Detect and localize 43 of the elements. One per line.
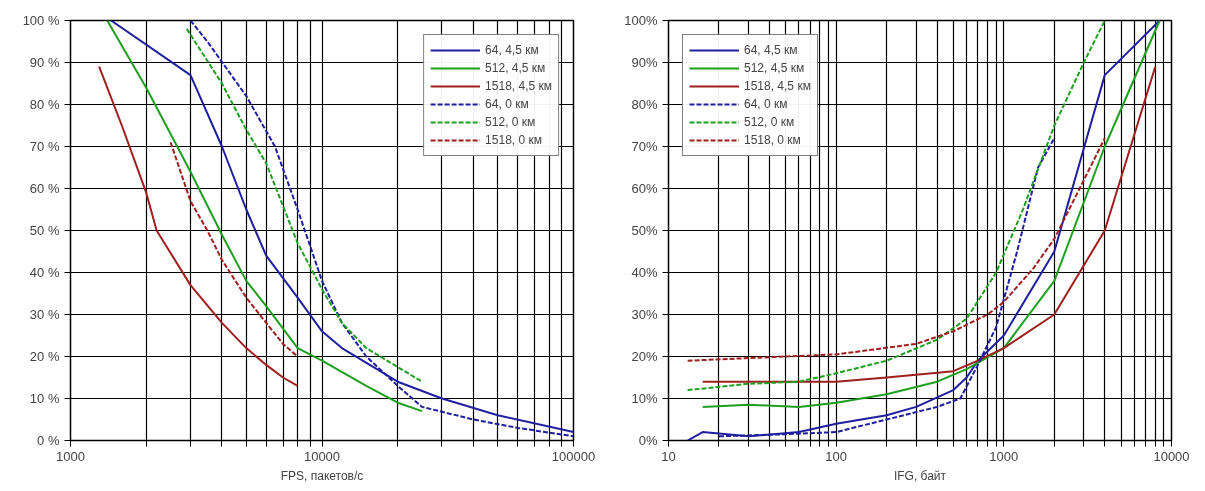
y-tick-label: 0% xyxy=(638,433,658,448)
x-tick-label: 1000 xyxy=(56,448,85,464)
y-tick-label: 30% xyxy=(631,307,658,322)
y-tick-label: 70% xyxy=(631,139,658,154)
y-tick-label: 80 % xyxy=(29,97,60,112)
legend-label: 1518, 4,5 км xyxy=(744,78,811,95)
legend-label: 512, 0 км xyxy=(485,114,536,131)
y-tick-label: 100% xyxy=(624,13,658,28)
y-tick-label: 10 % xyxy=(29,391,60,406)
legend-label: 64, 4,5 км xyxy=(744,42,798,59)
y-tick-label: 70 % xyxy=(29,139,60,154)
y-tick-label: 50% xyxy=(631,223,658,238)
y-tick-label: 10% xyxy=(631,391,658,406)
x-tick-label: 10000 xyxy=(303,448,341,464)
y-tick-label: 40% xyxy=(631,265,658,280)
x-tick-label: 10 xyxy=(661,448,676,464)
y-tick-label: 60% xyxy=(631,181,658,196)
legend-label: 1518, 0 км xyxy=(485,132,542,149)
legend-label: 64, 4,5 км xyxy=(485,42,539,59)
x-tick-label: 10000 xyxy=(1153,448,1190,464)
legend-label: 512, 4,5 км xyxy=(485,60,546,77)
y-tick-label: 60 % xyxy=(29,181,60,196)
x-tick-label: 1000 xyxy=(989,448,1019,464)
y-tick-label: 90 % xyxy=(29,55,60,70)
x-axis-title: FPS, пакетов/с xyxy=(280,468,364,483)
y-tick-label: 80% xyxy=(631,97,658,112)
y-tick-label: 20 % xyxy=(29,349,60,364)
legend-label: 64, 0 км xyxy=(744,96,788,113)
y-tick-label: 50 % xyxy=(29,223,60,238)
y-tick-label: 100 % xyxy=(22,13,60,28)
legend-label: 512, 4,5 км xyxy=(744,60,805,77)
legend-label: 1518, 4,5 км xyxy=(485,78,552,95)
x-axis-title: IFG, байт xyxy=(893,468,947,483)
legend-label: 64, 0 км xyxy=(485,96,529,113)
x-tick-label: 100000 xyxy=(551,448,596,464)
y-tick-label: 40 % xyxy=(29,265,60,280)
y-tick-label: 30 % xyxy=(29,307,60,322)
y-tick-label: 20% xyxy=(631,349,658,364)
y-tick-label: 0 % xyxy=(37,433,60,448)
legend-label: 1518, 0 км xyxy=(744,132,801,149)
y-tick-label: 90% xyxy=(631,55,658,70)
legend-label: 512, 0 км xyxy=(744,114,795,131)
x-tick-label: 100 xyxy=(825,448,848,464)
